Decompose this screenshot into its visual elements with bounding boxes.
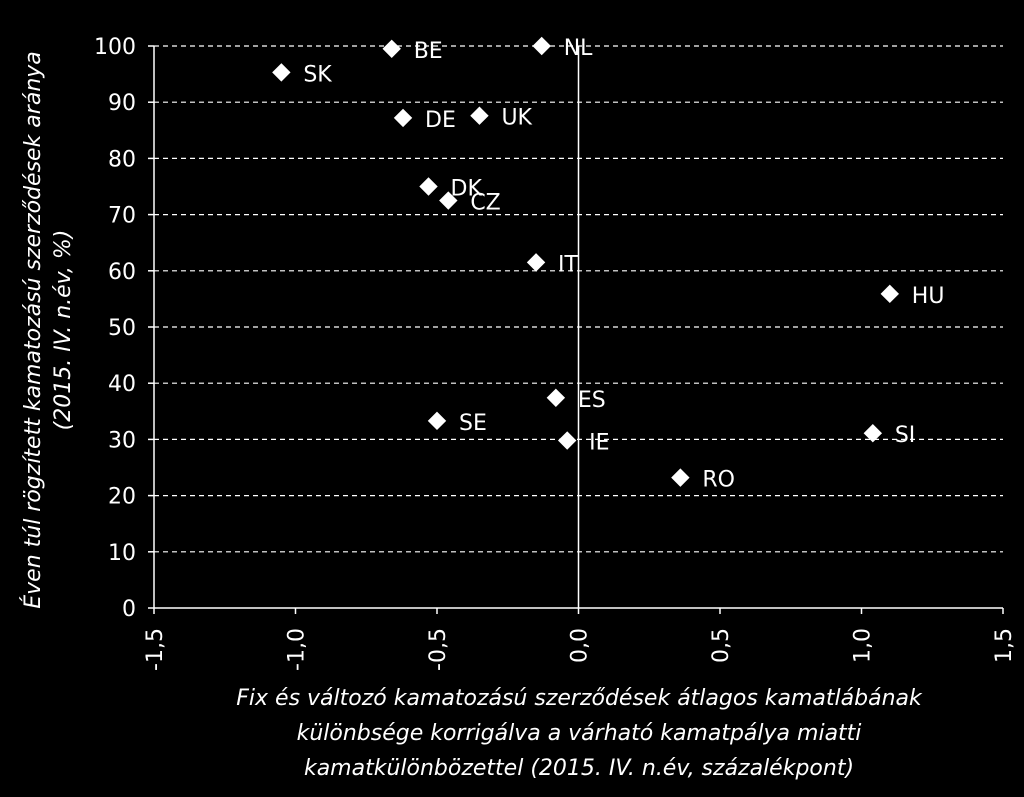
x-tick-label: 1,5 bbox=[992, 628, 1017, 663]
axis-titles: Fix és változó kamatozású szerződések át… bbox=[20, 51, 923, 781]
x-axis-title-line: különbsége korrigálva a várható kamatpál… bbox=[297, 721, 862, 746]
point-label-ro: RO bbox=[702, 468, 735, 493]
point-label-sk: SK bbox=[303, 62, 332, 87]
x-tick-label: 0,5 bbox=[709, 628, 734, 663]
y-tick-label: 20 bbox=[108, 485, 136, 510]
x-tick-label: -0,5 bbox=[426, 628, 451, 671]
point-label-es: ES bbox=[578, 388, 606, 413]
data-point-sk bbox=[272, 63, 291, 82]
point-label-uk: UK bbox=[501, 106, 532, 131]
point-label-si: SI bbox=[895, 423, 915, 448]
point-label-se: SE bbox=[459, 411, 487, 436]
y-tick-label: 40 bbox=[108, 372, 136, 397]
y-tick-label: 10 bbox=[108, 541, 136, 566]
data-point-si bbox=[863, 424, 883, 443]
y-tick-label: 90 bbox=[108, 91, 136, 116]
point-label-de: DE bbox=[425, 108, 456, 133]
data-points bbox=[272, 36, 900, 487]
y-tick-label: 100 bbox=[94, 35, 136, 60]
y-tick-label: 0 bbox=[122, 597, 136, 622]
axes bbox=[148, 45, 1004, 614]
point-label-it: IT bbox=[558, 252, 578, 277]
data-point-de bbox=[393, 108, 413, 128]
y-tick-label: 50 bbox=[108, 316, 136, 341]
x-tick-label: -1,0 bbox=[285, 628, 310, 671]
y-axis-title-line: Éven túl rögzített kamatozású szerződése… bbox=[20, 51, 46, 609]
point-label-dk: DK bbox=[451, 177, 483, 202]
data-point-ie bbox=[557, 431, 577, 450]
x-axis-title-line: Fix és változó kamatozású szerződések át… bbox=[236, 686, 923, 711]
data-point-dk bbox=[419, 177, 438, 196]
x-tick-label: -1,5 bbox=[143, 628, 168, 671]
data-point-nl bbox=[532, 36, 551, 56]
y-tick-label: 60 bbox=[108, 260, 136, 285]
point-label-nl: NL bbox=[564, 36, 593, 61]
x-tick-label: 1,0 bbox=[851, 628, 876, 663]
y-tick-label: 30 bbox=[108, 428, 136, 453]
x-axis-title-line: kamatkülönbözettel (2015. IV. n.év, száz… bbox=[304, 756, 854, 781]
point-label-ie: IE bbox=[589, 431, 609, 456]
data-point-be bbox=[382, 39, 401, 59]
x-axis-title: Fix és változó kamatozású szerződések át… bbox=[236, 686, 923, 781]
data-point-it bbox=[526, 253, 546, 272]
point-label-hu: HU bbox=[912, 284, 945, 309]
y-tick-label: 70 bbox=[108, 204, 136, 229]
y-axis-title: Éven túl rögzített kamatozású szerződése… bbox=[20, 51, 76, 609]
data-point-se bbox=[427, 411, 447, 431]
data-point-hu bbox=[880, 284, 900, 304]
y-tick-label: 80 bbox=[108, 147, 136, 172]
y-axis-title-line: (2015. IV. n.év, %) bbox=[51, 230, 76, 431]
x-tick-label: 0,0 bbox=[568, 628, 593, 663]
data-point-es bbox=[546, 388, 566, 408]
data-point-cz bbox=[439, 191, 458, 210]
tick-labels: 0 10 20 30 40 50 60 70 80 90 100 -1,5 -1,0 -0,5 0,0 0,5… bbox=[94, 35, 1017, 671]
point-label-be: BE bbox=[414, 39, 443, 64]
data-point-ro bbox=[671, 468, 690, 487]
point-label-cz: CZ bbox=[470, 191, 500, 216]
data-point-uk bbox=[470, 106, 489, 125]
